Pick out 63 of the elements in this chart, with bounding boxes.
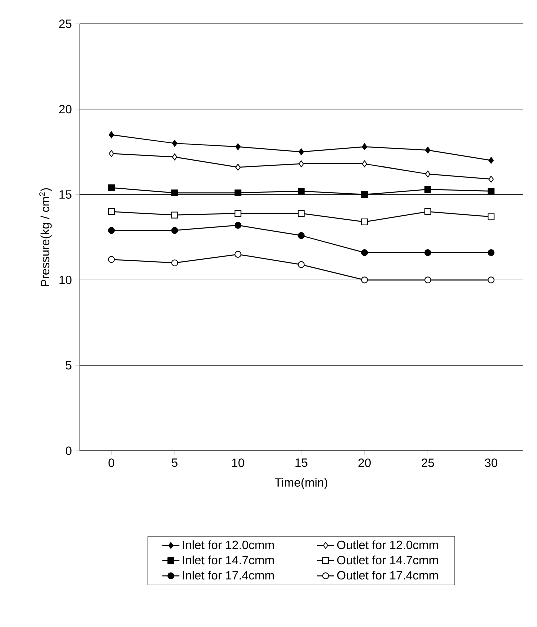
point: [108, 150, 114, 158]
point: [298, 148, 304, 156]
point: [425, 170, 431, 178]
point: [424, 276, 432, 284]
legend-label: Inlet for 14.7cmm: [183, 556, 274, 565]
x-tick-label: 5: [172, 458, 178, 468]
x-axis-title: Time(min): [274, 478, 328, 490]
x-tick-label: 20: [358, 458, 371, 468]
point: [108, 208, 116, 216]
point: [234, 222, 242, 229]
x-tick-label: 15: [296, 458, 308, 468]
legend-label: Outlet for 14.7cmm: [337, 556, 438, 565]
point: [172, 212, 178, 219]
point: [234, 210, 242, 217]
point: [172, 227, 178, 234]
point: [488, 214, 495, 220]
point: [236, 164, 241, 171]
legend-label: Outlet for 17.4cmm: [337, 570, 438, 580]
x-tick-label: 30: [485, 458, 498, 468]
point: [488, 249, 495, 256]
point: [298, 188, 305, 195]
point: [172, 154, 178, 161]
point: [488, 176, 494, 183]
point: [424, 208, 432, 216]
y-tick-label: 0: [66, 446, 72, 456]
point: [361, 218, 368, 226]
x-tick-label: 10: [232, 458, 244, 468]
point: [488, 157, 494, 164]
y-tick-label: 25: [59, 20, 72, 28]
point: [234, 190, 242, 196]
point: [361, 276, 368, 284]
point: [362, 144, 368, 150]
point: [488, 276, 495, 284]
legend-label: Inlet for 17.4cmm: [183, 570, 274, 580]
point: [108, 256, 116, 264]
point: [172, 190, 178, 196]
point: [361, 191, 368, 198]
point: [108, 227, 116, 234]
point: [298, 232, 305, 240]
x-tick-label: 25: [422, 458, 434, 468]
point: [298, 261, 305, 268]
y-tick-label: 10: [60, 276, 72, 284]
point: [236, 144, 241, 150]
point: [108, 132, 114, 138]
point: [298, 160, 304, 168]
point: [298, 210, 305, 217]
point: [424, 249, 432, 256]
y-tick-label: 5: [66, 361, 72, 370]
legend-label: Inlet for 12.0cmm: [183, 540, 274, 550]
point: [424, 186, 432, 194]
y-tick-label: 15: [60, 190, 72, 199]
y-axis-title: Pressure(kg / cm$^{2}$): [40, 188, 52, 286]
point: [172, 260, 178, 267]
point: [361, 249, 368, 256]
point: [425, 146, 431, 154]
y-tick-label: 20: [59, 105, 72, 114]
point: [362, 160, 368, 168]
point: [488, 188, 495, 195]
x-tick-label: 0: [108, 458, 115, 468]
point: [108, 184, 116, 192]
point: [234, 251, 242, 258]
point: [172, 140, 178, 147]
legend-label: Outlet for 12.0cmm: [337, 540, 438, 550]
